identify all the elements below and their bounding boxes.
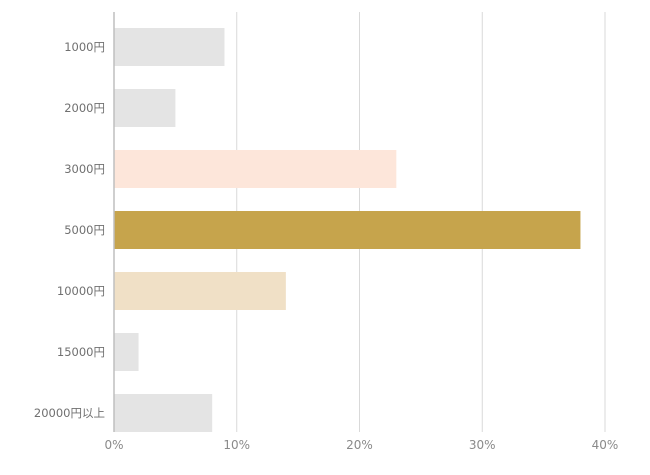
x-tick-labels: 0% 10% 20% 30% 40% (104, 438, 618, 452)
bars (114, 28, 581, 432)
bar-6 (114, 394, 213, 432)
category-label-4: 10000円 (57, 284, 105, 298)
category-label-3: 5000円 (64, 223, 105, 237)
bar-4 (114, 272, 286, 310)
category-label-5: 15000円 (57, 345, 105, 359)
bar-5 (114, 333, 139, 371)
category-label-2: 3000円 (64, 162, 105, 176)
bar-1 (114, 89, 176, 127)
x-tick-label-0: 0% (104, 438, 123, 452)
category-label-1: 2000円 (64, 101, 105, 115)
bar-0 (114, 28, 225, 66)
x-tick-label-4: 40% (592, 438, 619, 452)
x-tick-label-1: 10% (223, 438, 250, 452)
x-tick-label-2: 20% (346, 438, 373, 452)
category-label-6: 20000円以上 (34, 406, 105, 420)
bar-3 (114, 211, 581, 249)
category-label-0: 1000円 (64, 40, 105, 54)
bar-2 (114, 150, 397, 188)
category-labels: 1000円 2000円 3000円 5000円 10000円 15000円 20000円以上 (34, 40, 105, 420)
x-tick-label-3: 30% (469, 438, 496, 452)
